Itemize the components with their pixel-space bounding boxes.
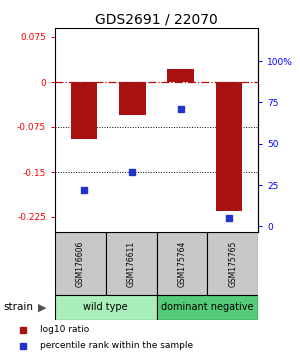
Bar <box>207 232 258 295</box>
Text: strain: strain <box>3 303 33 313</box>
Bar <box>106 232 157 295</box>
Text: GSM175764: GSM175764 <box>177 240 186 287</box>
Bar <box>55 232 106 295</box>
Bar <box>157 295 258 320</box>
Bar <box>157 232 207 295</box>
Text: GSM176611: GSM176611 <box>127 240 136 286</box>
Text: ▶: ▶ <box>38 303 46 313</box>
Bar <box>119 82 146 115</box>
Bar <box>55 295 157 320</box>
Bar <box>71 82 97 139</box>
Bar <box>216 82 242 211</box>
Bar <box>167 69 194 82</box>
Text: log10 ratio: log10 ratio <box>40 325 89 335</box>
Text: wild type: wild type <box>83 303 128 313</box>
Text: GSM176606: GSM176606 <box>76 240 85 287</box>
Text: GSM175765: GSM175765 <box>228 240 237 287</box>
Title: GDS2691 / 22070: GDS2691 / 22070 <box>95 13 218 27</box>
Text: dominant negative: dominant negative <box>161 303 254 313</box>
Text: percentile rank within the sample: percentile rank within the sample <box>40 342 193 350</box>
